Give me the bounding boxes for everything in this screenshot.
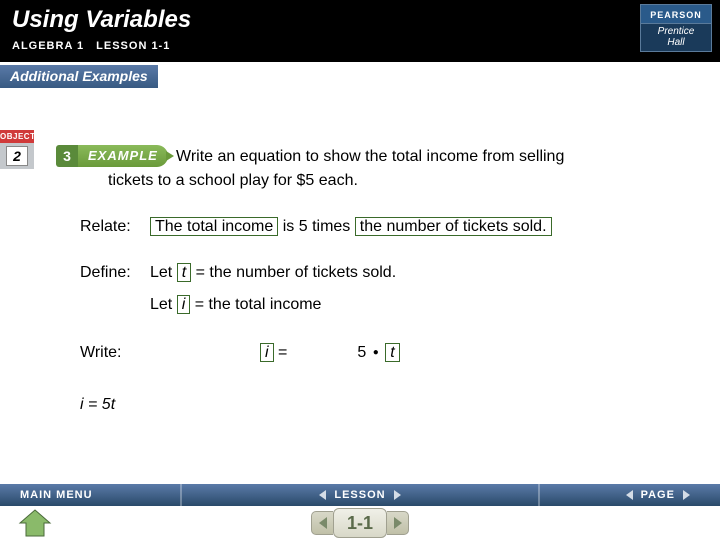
- define-label: Define:: [80, 261, 150, 285]
- write-var-i: i: [260, 343, 274, 362]
- write-var-t: t: [385, 343, 399, 362]
- multiply-dot-icon: ●: [371, 345, 381, 360]
- lesson-label: LESSON: [334, 489, 385, 501]
- relate-row: Relate: The total income is 5 times the …: [80, 215, 680, 239]
- relate-box-tickets: the number of tickets sold.: [355, 217, 552, 236]
- objective-number-container: 2: [0, 143, 34, 169]
- page-next-button[interactable]: [387, 511, 409, 535]
- write-row: Write: i = 5 ● t: [80, 341, 680, 365]
- example-number: 3: [56, 145, 78, 167]
- header-bar: Using Variables ALGEBRA 1 LESSON 1-1 PEA…: [0, 0, 720, 62]
- relate-box-income: The total income: [150, 217, 278, 236]
- course-lesson-subtitle: ALGEBRA 1 LESSON 1-1: [0, 34, 720, 52]
- page-number-box: 1-1: [333, 508, 387, 538]
- define-var-t: t: [177, 263, 191, 282]
- objective-label: OBJECTIVE: [0, 130, 34, 143]
- main-menu-button[interactable]: MAIN MENU: [0, 489, 180, 501]
- define-row-1: Define: Let t = the number of tickets so…: [80, 261, 680, 285]
- define-var-i: i: [177, 295, 191, 314]
- chevron-right-icon: [394, 517, 402, 529]
- publisher-logo: PEARSON Prentice Hall: [640, 4, 712, 54]
- write-equation-lhs: i =: [260, 341, 287, 365]
- lesson-next-icon: [394, 490, 401, 500]
- logo-prentice-hall: Prentice Hall: [640, 24, 712, 52]
- lesson-nav[interactable]: LESSON: [182, 489, 538, 501]
- objective-number: 2: [6, 146, 28, 166]
- page-label: PAGE: [641, 489, 675, 501]
- page-indicator: 1-1: [311, 508, 409, 538]
- objective-badge: OBJECTIVE 2: [0, 130, 34, 169]
- final-equation: i = 5t: [80, 393, 680, 417]
- prompt-line-2: tickets to a school play for $5 each.: [108, 169, 680, 193]
- lesson-prev-icon: [319, 490, 326, 500]
- page-prev-icon: [626, 490, 633, 500]
- page-next-icon: [683, 490, 690, 500]
- write-label: Write:: [80, 341, 150, 365]
- logo-pearson: PEARSON: [640, 4, 712, 24]
- home-arrow-icon: [18, 508, 52, 538]
- footer-nav-bar: MAIN MENU LESSON PAGE: [0, 484, 720, 506]
- write-equation-rhs: 5 ● t: [357, 341, 399, 365]
- footer: MAIN MENU LESSON PAGE 1-1: [0, 484, 720, 540]
- page-prev-button[interactable]: [311, 511, 333, 535]
- chevron-left-icon: [319, 517, 327, 529]
- page-nav[interactable]: PAGE: [540, 489, 720, 501]
- relate-mid-text: is 5 times: [278, 218, 354, 235]
- home-button[interactable]: [18, 508, 52, 538]
- prompt-line-1: Write an equation to show the total inco…: [176, 145, 680, 169]
- page-title: Using Variables: [0, 0, 720, 34]
- additional-examples-bar: Additional Examples: [0, 65, 158, 88]
- define-row-2: Let i = the total income: [80, 293, 680, 317]
- content-area: Write an equation to show the total inco…: [80, 145, 680, 417]
- relate-label: Relate:: [80, 215, 150, 239]
